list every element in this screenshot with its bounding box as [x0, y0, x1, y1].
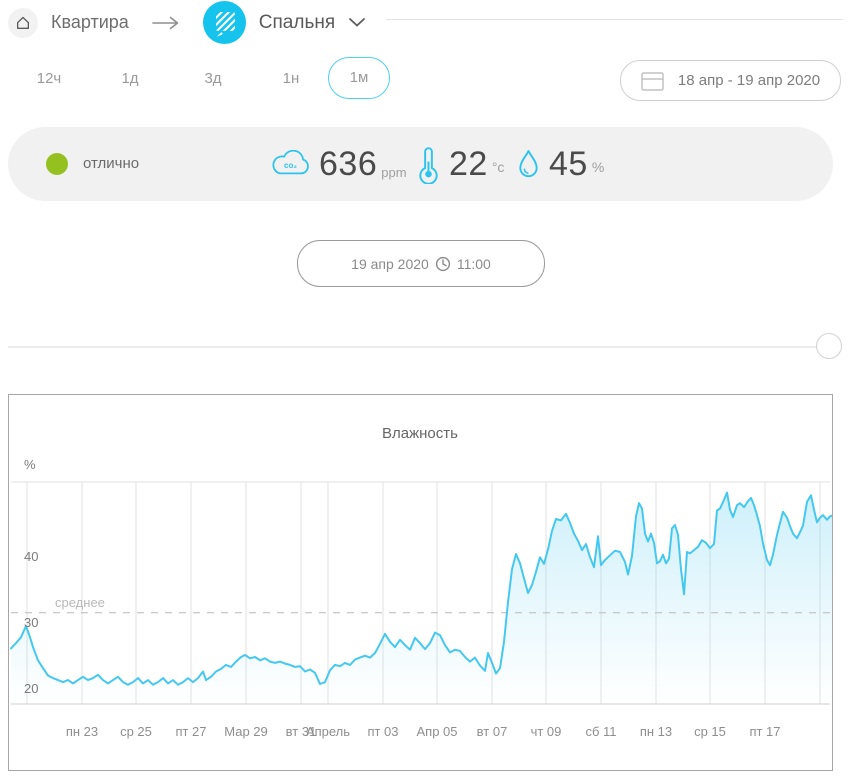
x-tick-label: пт 03 [367, 724, 398, 739]
date-range-button[interactable]: 18 апр - 19 апр 2020 [620, 60, 841, 101]
humidity-area [11, 492, 832, 704]
x-tick-label: вт 07 [477, 724, 508, 739]
humidity-reading: 45 % [516, 127, 604, 201]
x-tick-label: Мар 29 [224, 724, 268, 739]
selected-time: 11:00 [456, 255, 491, 272]
y-axis-unit: % [24, 457, 36, 472]
air-status-bar: отлично co₂ 636 ppm 22 °c 45 [8, 127, 833, 201]
breadcrumb-room[interactable]: Спальня [258, 11, 336, 33]
chart-title: Влажность [382, 425, 458, 442]
x-tick-label: Апр 05 [416, 724, 457, 739]
x-tick-label: ср 15 [694, 724, 726, 739]
humidity-chart-panel: пн 23 ср 25 пт 27 Мар 29 вт 31 Апрель пт 03 Апр… [8, 394, 833, 771]
clock-icon [435, 256, 451, 272]
thermometer-icon [416, 145, 441, 184]
room-icon[interactable] [202, 1, 246, 44]
status-quality-label: отлично [83, 155, 140, 172]
breadcrumb: Квартира Спальня [8, 0, 843, 45]
y-tick-label: 20 [24, 681, 38, 696]
co2-reading: co₂ 636 ppm [270, 127, 407, 201]
time-slider-handle[interactable] [816, 333, 842, 359]
breadcrumb-apartment[interactable]: Квартира [51, 12, 129, 32]
svg-text:co₂: co₂ [284, 161, 297, 170]
y-tick-label: 40 [24, 549, 38, 564]
x-tick-label: ср 25 [120, 724, 152, 739]
y-tick-label: 30 [24, 615, 38, 630]
tab-1w[interactable]: 1н [282, 70, 300, 87]
time-slider-track[interactable] [8, 346, 833, 348]
x-tick-label: сб 11 [585, 724, 616, 739]
tab-12h[interactable]: 12ч [36, 70, 62, 87]
tab-1d[interactable]: 1д [121, 70, 139, 87]
arrow-right-icon [151, 15, 181, 31]
humidity-line [10, 491, 832, 686]
home-icon [15, 15, 31, 31]
temperature-reading: 22 °c [416, 127, 504, 201]
temperature-unit: °c [491, 159, 505, 175]
selected-date: 19 апр 2020 [351, 255, 429, 272]
x-tick-label: пн 13 [640, 724, 672, 739]
x-tick-label: пт 17 [749, 724, 780, 739]
x-tick-label: чт 09 [531, 724, 562, 739]
temperature-value: 22 [449, 144, 488, 183]
home-button[interactable] [8, 7, 38, 38]
humidity-unit: % [591, 159, 605, 175]
tab-1m[interactable]: 1м [328, 57, 390, 99]
average-label: среднее [55, 595, 105, 610]
x-tick-label: пн 23 [66, 724, 98, 739]
chevron-down-icon[interactable] [348, 17, 366, 28]
droplet-icon [516, 148, 541, 180]
co2-value: 636 [319, 144, 378, 183]
tab-3d[interactable]: 3д [204, 70, 222, 87]
x-tick-label: вт 31 [286, 724, 317, 739]
calendar-icon [641, 71, 664, 91]
co2-unit: ppm [381, 164, 407, 180]
status-dot [46, 153, 68, 175]
co2-cloud-icon: co₂ [270, 149, 311, 179]
x-tick-label: Апрель [306, 724, 350, 739]
range-tabs: 12ч 1д 3д 1н 1м 18 апр - 19 апр 2020 [8, 57, 843, 103]
header-divider [386, 19, 843, 20]
x-tick-label: пт 27 [175, 724, 206, 739]
date-range-label: 18 апр - 19 апр 2020 [677, 72, 821, 89]
humidity-value: 45 [549, 144, 588, 183]
selected-time-pill: 19 апр 2020 11:00 [297, 240, 545, 287]
